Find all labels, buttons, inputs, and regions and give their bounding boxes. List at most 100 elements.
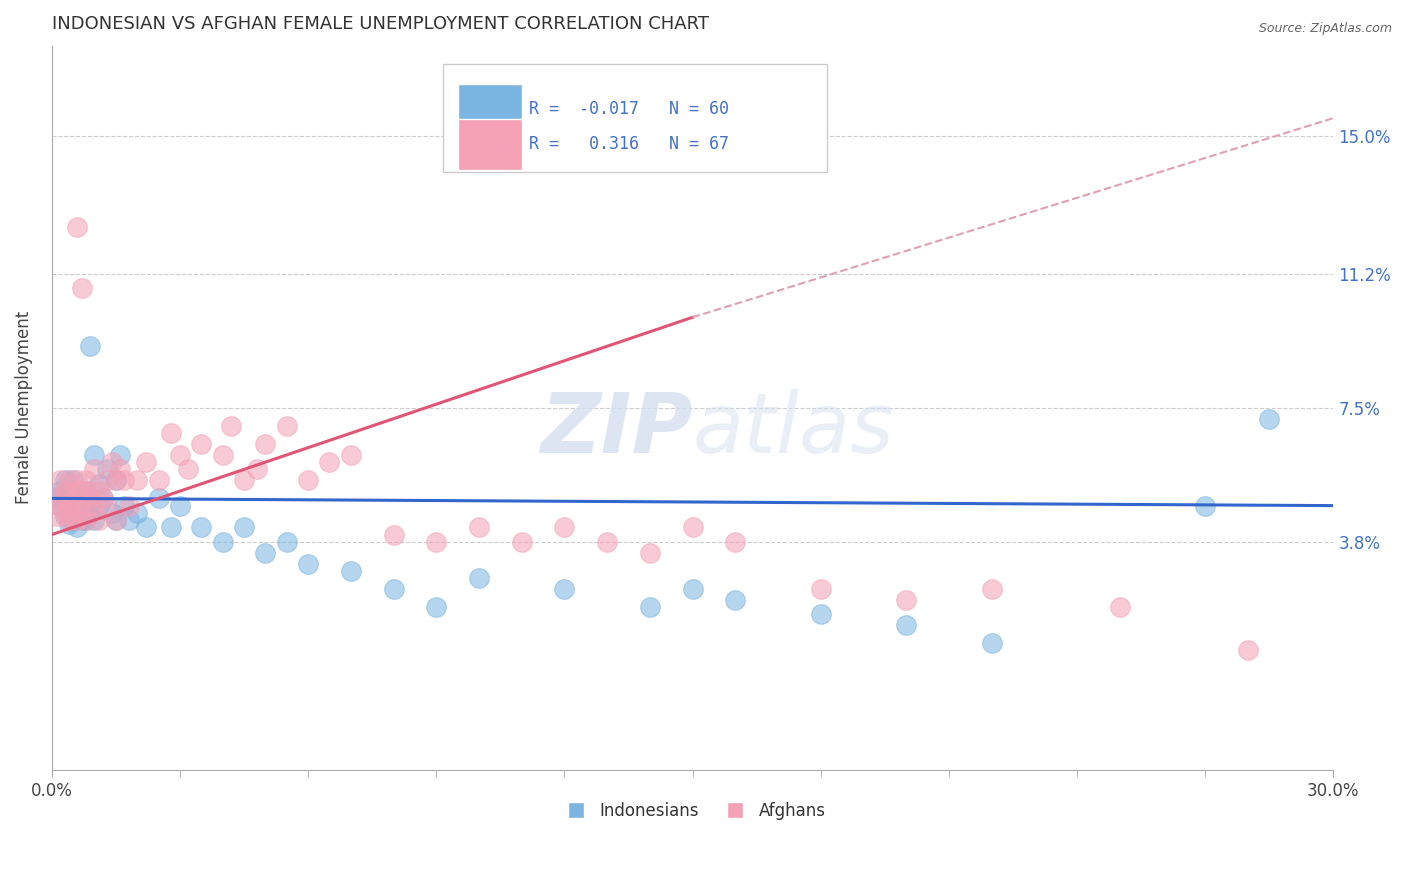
Point xyxy=(79,339,101,353)
Point xyxy=(53,491,76,506)
FancyBboxPatch shape xyxy=(458,119,522,169)
Point xyxy=(510,534,533,549)
Y-axis label: Female Unemployment: Female Unemployment xyxy=(15,311,32,505)
Text: INDONESIAN VS AFGHAN FEMALE UNEMPLOYMENT CORRELATION CHART: INDONESIAN VS AFGHAN FEMALE UNEMPLOYMENT… xyxy=(52,15,709,33)
Text: ZIP: ZIP xyxy=(540,389,693,470)
Text: R =   0.316   N = 67: R = 0.316 N = 67 xyxy=(529,136,728,153)
Point xyxy=(100,506,122,520)
Point xyxy=(62,491,84,506)
Point xyxy=(96,473,118,487)
Point xyxy=(682,582,704,596)
Point xyxy=(112,499,135,513)
Point xyxy=(79,491,101,506)
Text: Source: ZipAtlas.com: Source: ZipAtlas.com xyxy=(1258,22,1392,36)
Point xyxy=(638,600,661,615)
Point xyxy=(724,534,747,549)
Point xyxy=(58,516,80,531)
Point xyxy=(682,520,704,534)
Point xyxy=(62,491,84,506)
Point xyxy=(211,448,233,462)
Point xyxy=(148,491,170,506)
Point xyxy=(254,546,277,560)
Point xyxy=(79,491,101,506)
Point xyxy=(276,534,298,549)
Point xyxy=(104,513,127,527)
Point xyxy=(117,499,139,513)
Point xyxy=(980,636,1002,650)
Point xyxy=(53,509,76,524)
Point xyxy=(638,546,661,560)
Text: R =  -0.017   N = 60: R = -0.017 N = 60 xyxy=(529,101,728,119)
Point xyxy=(58,513,80,527)
Point xyxy=(104,473,127,487)
Point xyxy=(91,491,114,506)
Point xyxy=(75,513,97,527)
Point xyxy=(810,582,832,596)
Point xyxy=(66,499,89,513)
Point xyxy=(211,534,233,549)
Point xyxy=(177,462,200,476)
Point xyxy=(70,491,93,506)
Point xyxy=(219,419,242,434)
Point xyxy=(276,419,298,434)
Point xyxy=(79,499,101,513)
Point xyxy=(79,484,101,499)
Point xyxy=(70,499,93,513)
Point xyxy=(58,499,80,513)
Point xyxy=(83,462,105,476)
Point xyxy=(1258,411,1281,425)
Point xyxy=(468,571,491,585)
Point xyxy=(62,513,84,527)
Point xyxy=(53,491,76,506)
Point xyxy=(83,499,105,513)
Point xyxy=(1194,499,1216,513)
Point xyxy=(297,473,319,487)
Point xyxy=(70,484,93,499)
Point xyxy=(108,462,131,476)
Point xyxy=(254,437,277,451)
Point xyxy=(233,473,256,487)
Point xyxy=(83,448,105,462)
Point xyxy=(53,473,76,487)
Point xyxy=(45,491,67,506)
Point xyxy=(190,520,212,534)
Point xyxy=(1108,600,1130,615)
Point xyxy=(980,582,1002,596)
Point xyxy=(45,491,67,506)
Point xyxy=(53,484,76,499)
Point xyxy=(96,499,118,513)
Point xyxy=(45,509,67,524)
FancyBboxPatch shape xyxy=(458,84,522,135)
Point xyxy=(382,582,405,596)
Point xyxy=(66,473,89,487)
Point xyxy=(75,484,97,499)
Point xyxy=(318,455,340,469)
Point xyxy=(596,534,619,549)
Point xyxy=(66,491,89,506)
Point xyxy=(70,491,93,506)
Point xyxy=(75,506,97,520)
Point xyxy=(75,499,97,513)
Point xyxy=(91,491,114,506)
Point xyxy=(135,520,157,534)
Point xyxy=(724,592,747,607)
Point xyxy=(62,473,84,487)
Point xyxy=(340,564,363,578)
Point xyxy=(58,473,80,487)
Point xyxy=(75,473,97,487)
Point xyxy=(49,484,72,499)
Point xyxy=(87,484,110,499)
Point xyxy=(169,448,191,462)
Point xyxy=(53,509,76,524)
Point xyxy=(49,499,72,513)
Point xyxy=(87,513,110,527)
Point xyxy=(246,462,269,476)
Point xyxy=(190,437,212,451)
Point xyxy=(112,473,135,487)
Point xyxy=(160,426,183,441)
Point xyxy=(58,499,80,513)
Point xyxy=(49,473,72,487)
Point xyxy=(810,607,832,622)
Point xyxy=(62,509,84,524)
Point xyxy=(233,520,256,534)
